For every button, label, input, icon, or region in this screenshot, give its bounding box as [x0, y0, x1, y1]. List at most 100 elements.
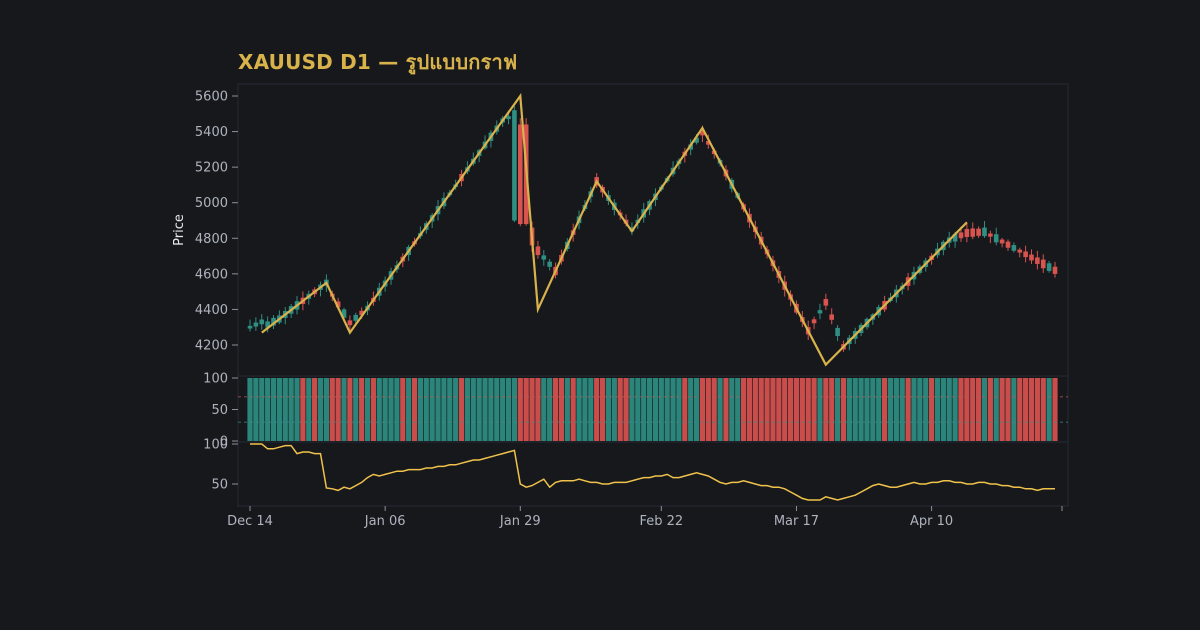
oscillator-bar	[376, 378, 382, 441]
oscillator-bar	[846, 378, 852, 441]
candle-body	[982, 227, 987, 237]
candle-body	[535, 246, 541, 256]
lower-panel-line	[250, 443, 1055, 501]
oscillator-bar	[793, 378, 800, 441]
oscillator-bar	[893, 378, 899, 441]
oscillator-bar	[259, 378, 265, 441]
oscillator-bar	[658, 378, 664, 441]
candle-body	[999, 239, 1005, 244]
oscillator-bar	[535, 378, 541, 441]
candle-body	[835, 327, 840, 337]
oscillator-bar	[417, 378, 424, 441]
oscillator-bar	[729, 378, 735, 441]
candle-body	[993, 234, 999, 243]
oscillator-bar	[329, 378, 335, 441]
x-tick-label: Apr 10	[910, 514, 953, 529]
oscillator-bar	[664, 378, 670, 441]
oscillator-bar	[787, 378, 794, 441]
axes-layer: 4200 4400 4600 4800 5000 5200 5400 5600 0 50 100 50…	[195, 90, 1063, 529]
oscillator-bar	[929, 378, 935, 441]
oscillator-bar	[564, 378, 570, 441]
oscillator-bar	[458, 378, 465, 441]
oscillator-bar	[406, 378, 412, 441]
candle-body	[964, 228, 970, 237]
oscillator-bar	[582, 378, 588, 441]
oscillator-bar	[364, 378, 371, 441]
candle-body	[517, 124, 523, 225]
oscillator-bar	[829, 378, 835, 441]
oscillator-bar	[270, 378, 277, 441]
oscillator-bar	[476, 378, 482, 441]
oscillator-bar	[676, 378, 682, 441]
osc-y-tick-label: 50	[211, 403, 228, 418]
oscillator-bar	[594, 378, 600, 441]
oscillator-bar	[388, 378, 394, 441]
oscillator-bar	[870, 378, 876, 441]
oscillator-bar	[547, 378, 553, 441]
oscillator-bar	[799, 378, 805, 441]
oscillator-bar	[1005, 378, 1011, 441]
candle-body	[541, 255, 547, 260]
y-tick-label: 4800	[195, 232, 228, 247]
candle-body	[1040, 259, 1046, 269]
x-tick-label: Jan 06	[364, 514, 406, 529]
oscillator-bar	[911, 378, 917, 441]
oscillator-bar	[723, 378, 729, 441]
oscillator-bar	[599, 378, 606, 441]
chart-title: XAUUSD D1 — รูปแบบกราฟ	[238, 50, 518, 74]
oscillator-bar	[717, 378, 723, 441]
oscillator-bar	[770, 378, 776, 441]
oscillator-bar	[693, 378, 700, 441]
oscillator-bar	[840, 378, 847, 441]
candle-body	[1011, 245, 1017, 251]
oscillator-bar	[400, 378, 406, 441]
oscillator-bar	[570, 378, 576, 441]
oscillator-bar	[887, 378, 894, 441]
y-tick-label: 5000	[195, 196, 228, 211]
oscillator-bar	[629, 378, 635, 441]
oscillator-bar	[265, 378, 271, 441]
oscillator-bar	[852, 378, 858, 441]
oscillator-bar	[776, 378, 782, 441]
oscillator-bar	[470, 378, 476, 441]
zigzag-line	[261, 92, 968, 367]
candle-body	[811, 319, 817, 324]
lower-panel-frame	[237, 441, 1069, 507]
candle-body	[506, 116, 511, 120]
oscillator-bar	[494, 378, 500, 441]
candle-body	[1029, 254, 1034, 261]
oscillator-bar	[588, 378, 594, 441]
oscillator-bar	[382, 378, 388, 441]
candle-body	[253, 322, 259, 327]
oscillator-bar	[247, 378, 253, 441]
x-tick-label: Mar 17	[774, 514, 819, 529]
oscillator-bar	[317, 378, 324, 441]
oscillator-bar	[488, 378, 494, 441]
oscillator-bar	[1017, 378, 1023, 441]
candle-body	[1035, 257, 1040, 264]
oscillator-bar	[958, 378, 964, 441]
oscillator-bar	[946, 378, 952, 441]
candle-body	[1017, 249, 1023, 253]
oscillator-layer	[238, 378, 1068, 441]
y-tick-label: 5400	[195, 125, 228, 140]
oscillator-bar	[605, 378, 612, 441]
oscillator-bar	[917, 378, 923, 441]
oscillator-bar	[558, 378, 565, 441]
oscillator-bar	[993, 378, 999, 441]
oscillator-bar	[423, 378, 429, 441]
candle-body	[952, 233, 958, 242]
oscillator-bar	[517, 378, 523, 441]
oscillator-bar	[335, 378, 341, 441]
candle-body	[823, 299, 829, 306]
oscillator-bar	[306, 378, 312, 441]
oscillator-bar	[1028, 378, 1035, 441]
candle-body	[706, 141, 711, 145]
candle-body	[958, 232, 964, 239]
oscillator-bar	[359, 378, 365, 441]
oscillator-bar	[1023, 378, 1029, 441]
oscillator-bar	[288, 378, 294, 441]
oscillator-bar	[347, 378, 353, 441]
oscillator-bar	[482, 378, 488, 441]
oscillator-bar	[981, 378, 988, 441]
